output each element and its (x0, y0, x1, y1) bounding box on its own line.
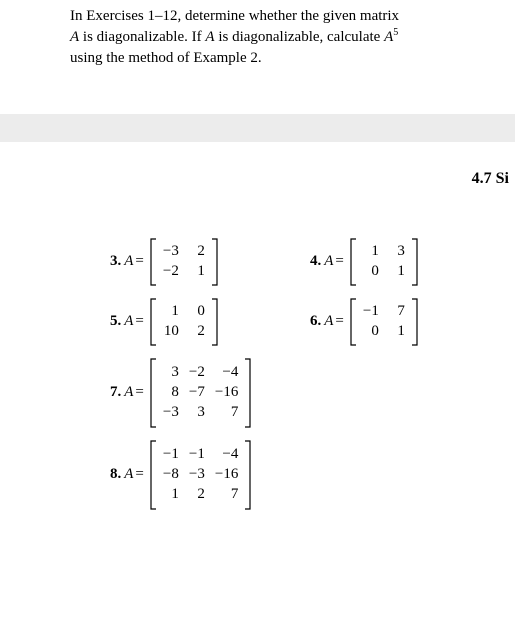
exercise-8: 8. A = −1−1−4 −8−3−16 127 (110, 440, 252, 510)
matrix-cells: 13 01 (357, 240, 411, 283)
equals: = (335, 313, 343, 330)
matrix-cells: −32 −21 (157, 240, 211, 283)
exercise-number: 6. (310, 313, 321, 330)
bracket-left-icon (149, 358, 157, 428)
instr-A3: A (384, 29, 393, 45)
exercise-row: 5. A = 10 102 6. A = −17 01 (110, 298, 515, 346)
exercise-row: 7. A = 3−2−4 8−7−16 −337 (110, 358, 515, 428)
equals: = (135, 313, 143, 330)
exercise-number: 4. (310, 253, 321, 270)
exercise-6: 6. A = −17 01 (310, 298, 419, 346)
matrix-symbol: A (124, 313, 133, 330)
gray-divider (0, 114, 515, 142)
instr-line1: In Exercises 1–12, determine whether the… (70, 8, 399, 24)
equals: = (135, 466, 143, 483)
matrix-symbol: A (124, 384, 133, 401)
exercise-number: 8. (110, 466, 121, 483)
equals: = (135, 384, 143, 401)
exercise-number: 5. (110, 313, 121, 330)
bracket-left-icon (349, 238, 357, 286)
bracket-left-icon (149, 238, 157, 286)
matrix-cells: −1−1−4 −8−3−16 127 (157, 443, 244, 506)
exercise-7: 7. A = 3−2−4 8−7−16 −337 (110, 358, 252, 428)
matrix-cells: −17 01 (357, 300, 411, 343)
bracket-left-icon (149, 440, 157, 510)
equals: = (135, 253, 143, 270)
instr-line2b: is diagonalizable, calculate (215, 29, 385, 45)
exercise-3: 3. A = −32 −21 (110, 238, 310, 286)
matrix-symbol: A (124, 466, 133, 483)
matrix: −1−1−4 −8−3−16 127 (149, 440, 252, 510)
bracket-right-icon (411, 298, 419, 346)
instr-line3: using the method of Example 2. (70, 50, 262, 66)
bracket-right-icon (211, 238, 219, 286)
bracket-right-icon (244, 358, 252, 428)
exercise-number: 7. (110, 384, 121, 401)
matrix-cells: 3−2−4 8−7−16 −337 (157, 361, 244, 424)
equals: = (335, 253, 343, 270)
bracket-left-icon (149, 298, 157, 346)
instr-A2: A (205, 29, 214, 45)
instr-exp: 5 (393, 27, 398, 38)
matrix: −32 −21 (149, 238, 219, 286)
exercise-5: 5. A = 10 102 (110, 298, 310, 346)
matrix-symbol: A (324, 313, 333, 330)
matrix: 10 102 (149, 298, 219, 346)
matrix-symbol: A (124, 253, 133, 270)
matrix: 3−2−4 8−7−16 −337 (149, 358, 252, 428)
section-label: 4.7 Si (0, 142, 515, 188)
instr-line2a: is diagonalizable. If (79, 29, 205, 45)
exercise-4: 4. A = 13 01 (310, 238, 419, 286)
exercise-list: 3. A = −32 −21 4. A = 13 01 (0, 188, 515, 510)
bracket-left-icon (349, 298, 357, 346)
bracket-right-icon (244, 440, 252, 510)
matrix: −17 01 (349, 298, 419, 346)
bracket-right-icon (411, 238, 419, 286)
exercise-row: 3. A = −32 −21 4. A = 13 01 (110, 238, 515, 286)
matrix-symbol: A (324, 253, 333, 270)
matrix: 13 01 (349, 238, 419, 286)
exercise-row: 8. A = −1−1−4 −8−3−16 127 (110, 440, 515, 510)
matrix-cells: 10 102 (157, 300, 211, 343)
bracket-right-icon (211, 298, 219, 346)
exercise-number: 3. (110, 253, 121, 270)
exercise-instructions: In Exercises 1–12, determine whether the… (0, 0, 515, 68)
instr-A1: A (70, 29, 79, 45)
